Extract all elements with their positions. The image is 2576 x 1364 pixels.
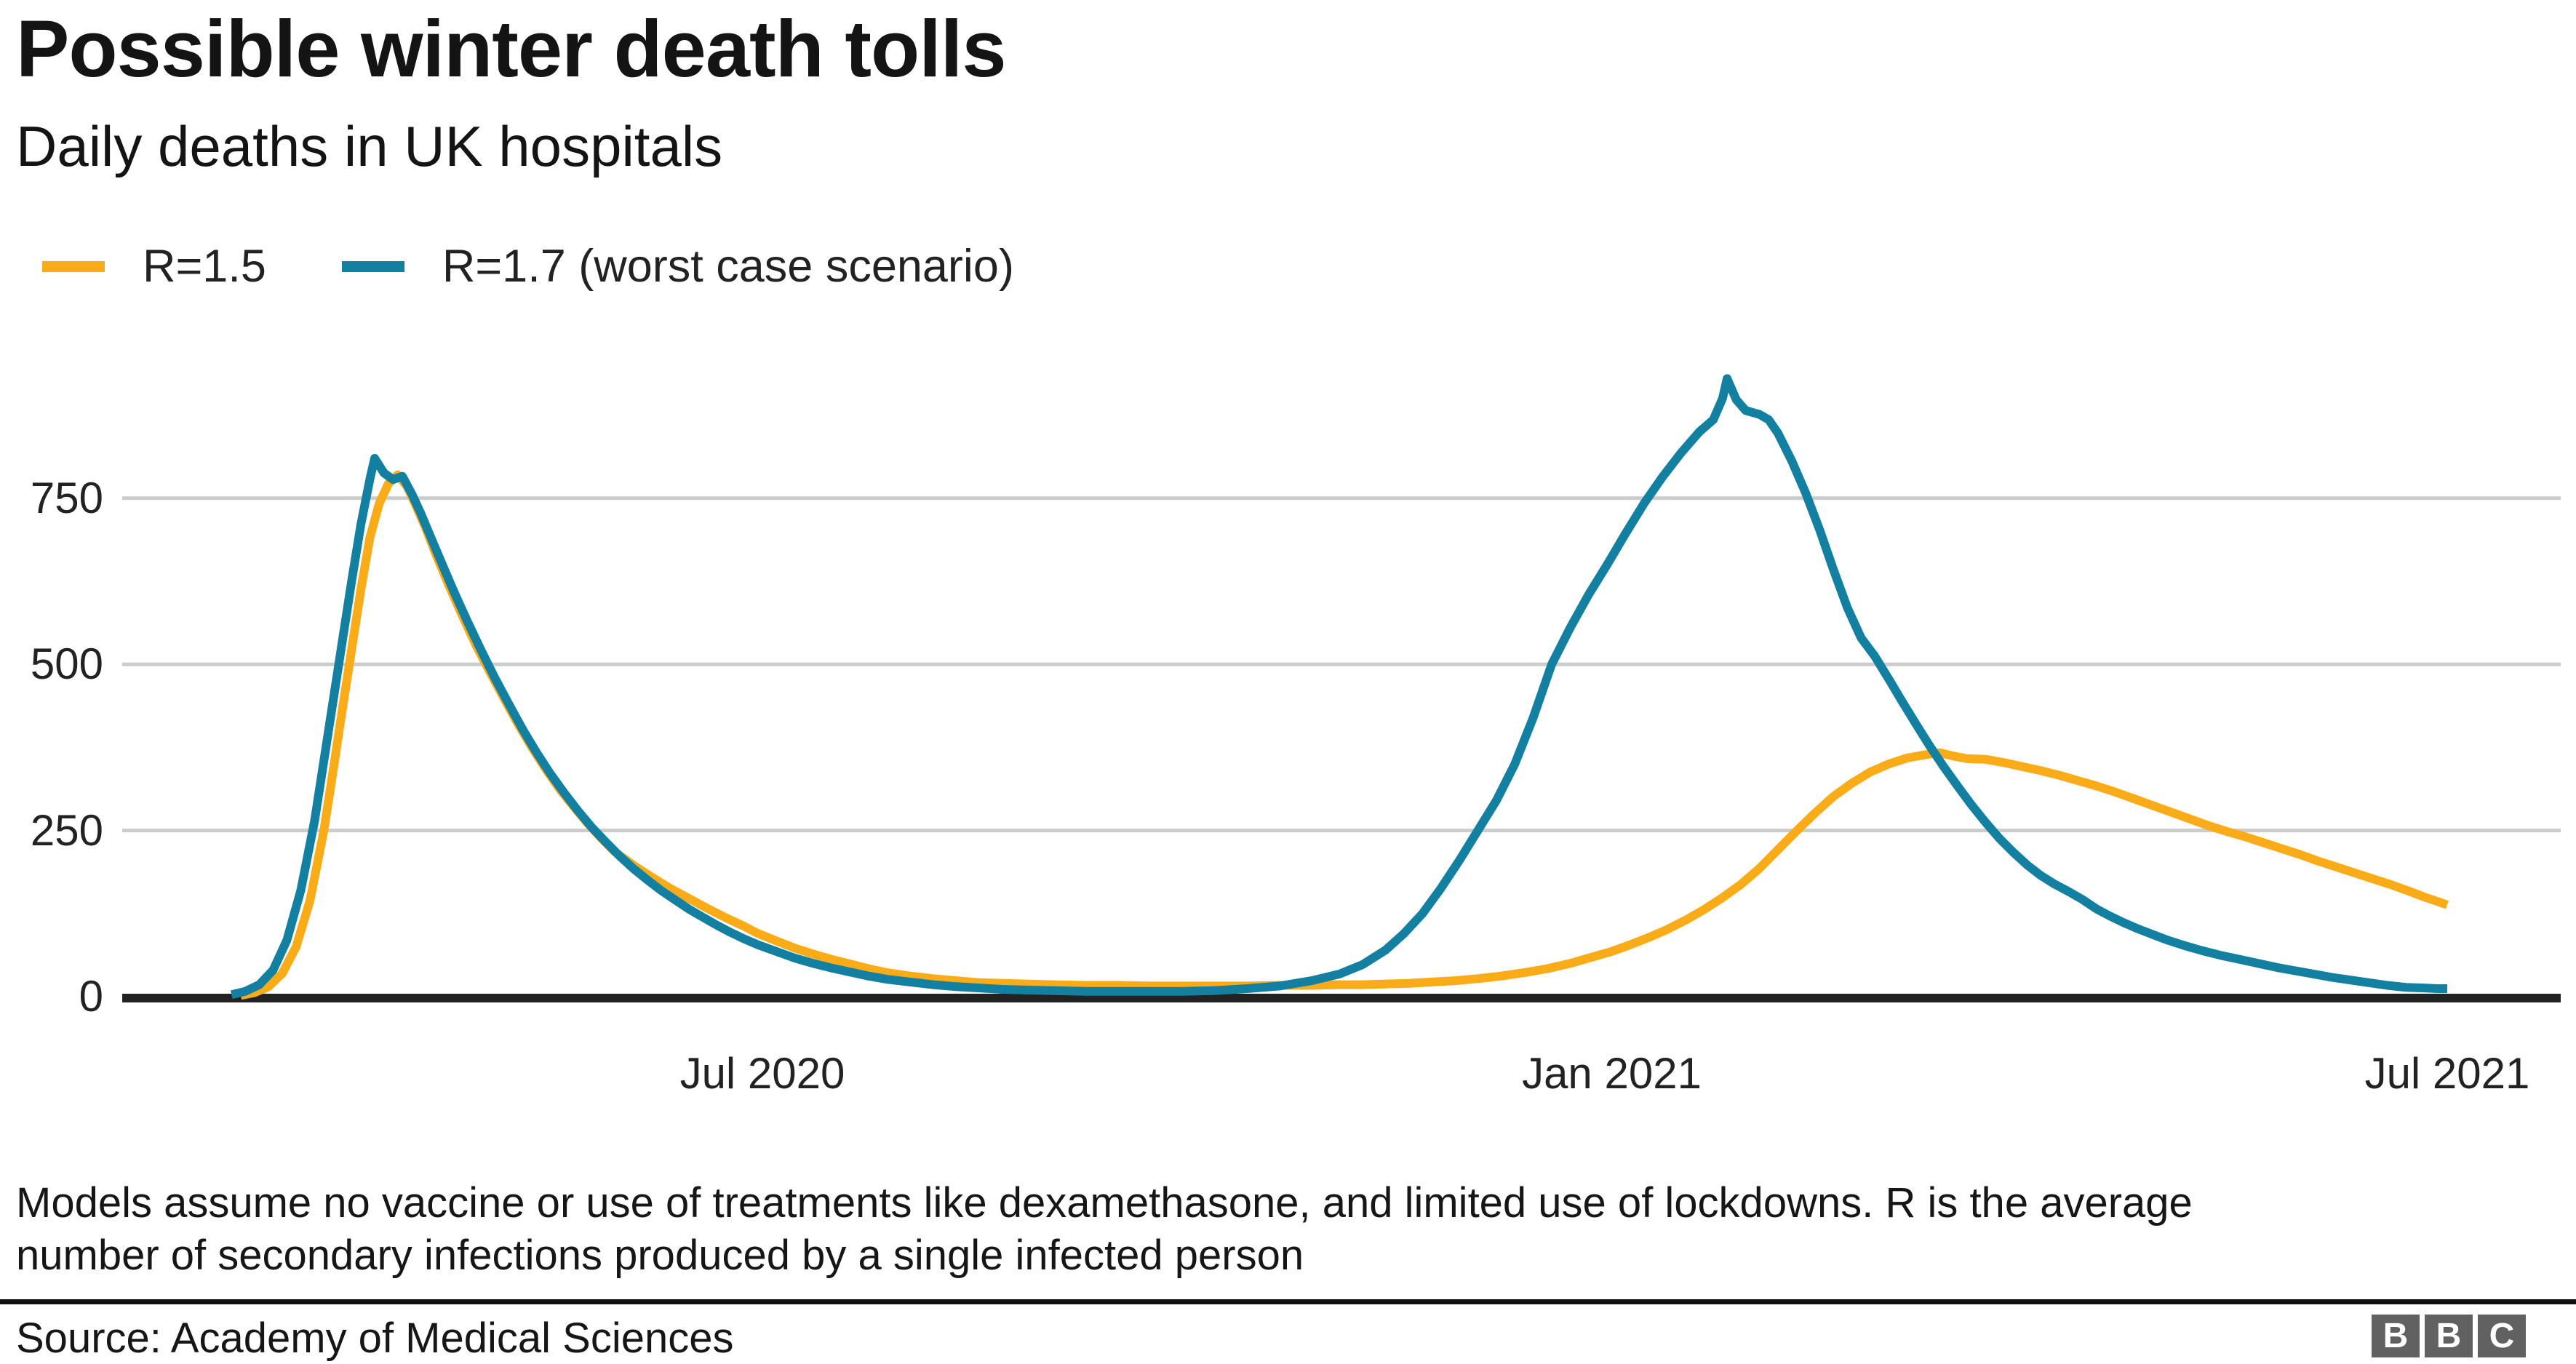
legend-label-r15: R=1.5: [143, 241, 266, 292]
y-tick-label-750: 750: [30, 473, 103, 522]
x-tick-label-jan-2021: Jan 2021: [1522, 1049, 1702, 1098]
footnote-line-2: number of secondary infections produced …: [16, 1232, 1304, 1279]
bbc-letter-b2: B: [2436, 1316, 2462, 1355]
bbc-logo-block-1: B: [2372, 1315, 2420, 1357]
page-subtitle: Daily deaths in UK hospitals: [16, 114, 723, 178]
footer-divider: [0, 1299, 2576, 1304]
bbc-logo: B B C: [2372, 1315, 2526, 1357]
y-tick-label-0: 0: [79, 972, 103, 1021]
page-title: Possible winter death tolls: [16, 4, 1007, 94]
legend-swatch-blue-icon: [341, 260, 404, 272]
legend-swatch-orange-icon: [42, 260, 105, 272]
footnote-line-1: Models assume no vaccine or use of treat…: [16, 1179, 2193, 1227]
legend-item-r17: R=1.7 (worst case scenario): [341, 240, 1014, 292]
bbc-logo-block-3: C: [2478, 1315, 2526, 1357]
legend: R=1.5 R=1.7 (worst case scenario): [42, 240, 1014, 292]
y-tick-label-250: 250: [30, 805, 103, 855]
series-line-r17: [230, 374, 2447, 1000]
x-tick-label-jul-2020: Jul 2020: [679, 1049, 845, 1098]
legend-item-r15: R=1.5: [42, 240, 266, 292]
chart-footnote: Models assume no vaccine or use of treat…: [16, 1177, 2193, 1282]
y-tick-label-500: 500: [30, 639, 103, 689]
bbc-logo-block-2: B: [2425, 1315, 2473, 1357]
bbc-letter-c: C: [2489, 1316, 2515, 1355]
x-tick-label-jul-2021: Jul 2021: [2364, 1049, 2530, 1098]
source-credit: Source: Academy of Medical Sciences: [16, 1315, 734, 1362]
bbc-letter-b1: B: [2382, 1316, 2409, 1355]
legend-label-r17: R=1.7 (worst case scenario): [442, 241, 1014, 292]
